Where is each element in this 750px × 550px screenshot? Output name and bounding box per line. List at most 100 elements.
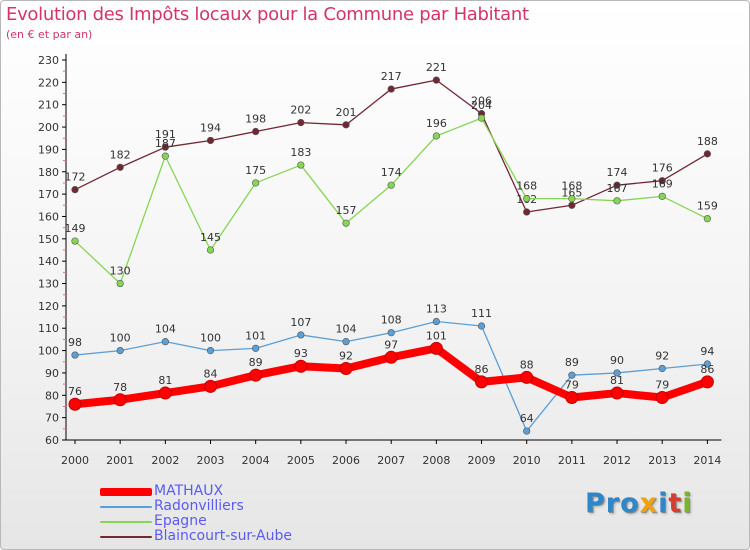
data-label-mathaux: 92 [339, 349, 353, 362]
data-label-epagne: 183 [290, 146, 311, 159]
data-point-radonvilliers [477, 322, 486, 330]
data-point-mathaux [158, 386, 172, 400]
data-point-radonvilliers [613, 369, 621, 377]
data-label-radonvilliers: 111 [471, 307, 492, 320]
data-label-mathaux: 79 [655, 379, 669, 392]
data-point-blaincourt-sur-aube [206, 136, 215, 145]
data-label-mathaux: 89 [249, 356, 263, 369]
data-point-mathaux [249, 368, 263, 382]
data-label-epagne: 204 [471, 99, 492, 112]
y-tick-label: 220 [38, 76, 59, 89]
y-tick-label: 130 [38, 278, 59, 291]
logo-part-1: Pro [585, 488, 640, 519]
data-point-epagne [387, 181, 395, 189]
chart-legend: MATHAUX Radonvilliers Epagne Blaincourt-… [100, 484, 420, 544]
legend-label-epagne: Epagne [154, 513, 207, 529]
y-tick-label: 190 [38, 143, 59, 156]
data-point-mathaux [520, 370, 534, 384]
data-point-blaincourt-sur-aube [116, 163, 124, 171]
data-point-radonvilliers [342, 338, 350, 346]
legend-label-radonvilliers: Radonvilliers [154, 498, 244, 514]
x-tick-label: 2007 [377, 454, 405, 467]
data-point-blaincourt-sur-aube [252, 127, 260, 136]
data-label-epagne: 159 [697, 200, 718, 213]
data-label-radonvilliers: 100 [200, 332, 221, 345]
legend-swatch-radonvilliers [100, 506, 152, 508]
data-label-mathaux: 93 [294, 347, 308, 360]
data-point-radonvilliers [161, 338, 169, 346]
y-tick-label: 120 [38, 300, 59, 313]
data-label-blaincourt-sur-aube: 201 [336, 106, 357, 119]
data-label-epagne: 196 [426, 117, 447, 130]
data-label-blaincourt-sur-aube: 188 [697, 135, 718, 148]
data-label-radonvilliers: 90 [610, 354, 624, 367]
data-point-mathaux [610, 386, 624, 400]
logo-part-4: t [668, 488, 683, 519]
data-label-radonvilliers: 113 [426, 303, 447, 316]
data-label-epagne: 145 [200, 231, 221, 244]
legend-item-mathaux: MATHAUX [100, 484, 420, 499]
data-point-radonvilliers [523, 427, 531, 435]
legend-label-blaincourt: Blaincourt-sur-Aube [154, 528, 292, 544]
data-point-blaincourt-sur-aube [387, 85, 395, 93]
data-point-blaincourt-sur-aube [523, 208, 531, 216]
legend-item-epagne: Epagne [100, 514, 420, 529]
x-tick-label: 2011 [558, 454, 586, 467]
x-tick-label: 2000 [61, 454, 89, 467]
data-label-blaincourt-sur-aube: 174 [607, 166, 628, 179]
data-point-epagne [116, 279, 124, 288]
data-point-mathaux [113, 393, 127, 407]
data-label-blaincourt-sur-aube: 206 [471, 95, 492, 108]
x-tick-label: 2010 [513, 454, 541, 467]
data-point-epagne [342, 219, 350, 227]
y-tick-label: 210 [38, 99, 59, 112]
data-label-blaincourt-sur-aube: 194 [200, 121, 221, 134]
data-label-epagne: 168 [561, 180, 582, 193]
data-point-radonvilliers [387, 329, 395, 337]
y-tick-label: 110 [38, 322, 59, 335]
data-point-radonvilliers [658, 364, 666, 373]
x-tick-label: 2002 [151, 454, 179, 467]
data-point-epagne [568, 194, 576, 203]
data-label-mathaux: 101 [426, 329, 447, 342]
legend-swatch-epagne [100, 521, 152, 523]
data-label-epagne: 187 [155, 137, 176, 150]
data-point-epagne [658, 192, 666, 200]
data-label-mathaux: 88 [520, 358, 534, 371]
data-point-mathaux [294, 359, 308, 373]
data-point-epagne [161, 152, 169, 160]
x-tick-label: 2013 [648, 454, 676, 467]
data-label-blaincourt-sur-aube: 191 [155, 128, 176, 141]
y-tick-label: 230 [38, 54, 59, 67]
legend-swatch-blaincourt [100, 536, 152, 538]
data-point-mathaux [700, 375, 714, 389]
chart-title: Evolution des Impôts locaux pour la Comm… [6, 4, 529, 25]
data-point-blaincourt-sur-aube [161, 143, 169, 151]
data-label-epagne: 169 [652, 177, 673, 190]
data-label-epagne: 157 [336, 204, 357, 217]
data-label-blaincourt-sur-aube: 182 [110, 148, 131, 161]
data-point-mathaux [339, 361, 353, 375]
data-label-radonvilliers: 100 [110, 332, 131, 345]
chart-subtitle: (en € et par an) [6, 28, 93, 41]
x-tick-label: 2004 [242, 454, 270, 467]
data-label-mathaux: 86 [475, 363, 489, 376]
data-point-mathaux [204, 379, 218, 393]
data-label-epagne: 167 [607, 182, 628, 195]
data-label-radonvilliers: 104 [336, 323, 357, 336]
data-point-epagne [206, 246, 215, 254]
x-tick-label: 2005 [287, 454, 315, 467]
data-point-mathaux [68, 397, 82, 411]
data-point-radonvilliers [703, 360, 711, 368]
data-label-mathaux: 78 [113, 381, 127, 394]
y-tick-label: 160 [38, 210, 59, 223]
logo-part-2: x [639, 488, 659, 519]
data-point-epagne [71, 237, 79, 245]
x-tick-label: 2014 [693, 454, 721, 467]
data-label-radonvilliers: 108 [381, 314, 402, 327]
data-label-blaincourt-sur-aube: 221 [426, 61, 447, 74]
data-label-mathaux: 81 [158, 374, 172, 387]
data-label-blaincourt-sur-aube: 217 [381, 70, 402, 83]
logo-part-3: i [658, 488, 669, 519]
